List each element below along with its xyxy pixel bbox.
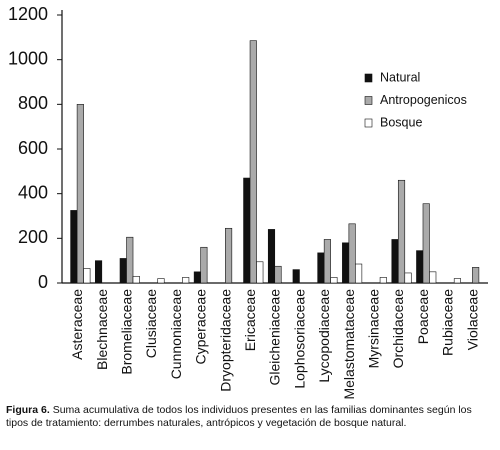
bar <box>429 271 437 284</box>
bar <box>472 267 480 284</box>
bar <box>422 203 430 284</box>
bar <box>200 246 208 284</box>
bar <box>267 229 276 284</box>
x-tick-label: Blechnaceae <box>94 289 110 370</box>
bar <box>317 252 325 284</box>
bar <box>379 277 387 284</box>
x-tick-label: Cunnoniaceae <box>168 289 184 380</box>
bar <box>391 239 399 284</box>
bar <box>193 271 201 284</box>
y-tick-label: 200 <box>18 227 48 247</box>
bar <box>355 263 363 284</box>
bar <box>95 260 103 284</box>
legend-swatch <box>364 96 373 105</box>
bar <box>132 275 140 284</box>
x-tick-label: Asteraceae <box>69 289 85 360</box>
bar <box>70 210 78 284</box>
x-tick-label: Bromeliaceae <box>118 289 134 375</box>
bar <box>157 278 165 284</box>
bar <box>225 227 233 284</box>
y-tick-label: 1200 <box>8 4 48 24</box>
legend-label: Antropogenicos <box>380 93 467 107</box>
legend-swatch <box>364 118 373 128</box>
x-tick-label: Poaceae <box>415 289 431 344</box>
legend-swatch <box>364 73 373 83</box>
y-tick-label: 600 <box>18 138 48 158</box>
bar <box>119 258 127 284</box>
x-tick-label: Lophosoriaceae <box>291 289 307 389</box>
bar <box>126 236 134 284</box>
caption-text: Suma acumulativa de todos los individuos… <box>6 404 472 429</box>
y-tick-label: 400 <box>18 182 48 202</box>
bar <box>182 277 190 284</box>
x-tick-label: Clusiaceae <box>143 289 159 358</box>
caption: Figura 6. Suma acumulativa de todos los … <box>6 404 494 430</box>
bar <box>249 40 257 284</box>
x-tick-label: Ericaceae <box>242 289 258 351</box>
x-tick-label: Gleicheniaceae <box>267 289 283 386</box>
legend-label: Natural <box>380 70 420 84</box>
bar <box>342 242 350 284</box>
x-tick-label: Myrsinaceae <box>366 289 382 369</box>
bar <box>330 277 338 284</box>
x-tick-label: Dryopteridaceae <box>217 289 233 392</box>
bar <box>397 179 406 284</box>
caption-label: Figura 6. <box>6 404 50 416</box>
x-tick-label: Violaceae <box>464 289 480 350</box>
bar <box>404 272 412 284</box>
x-tick-label: Lycopodiaceae <box>316 289 332 383</box>
y-tick-label: 0 <box>38 272 48 292</box>
bar <box>76 104 84 284</box>
y-tick-label: 800 <box>18 93 48 113</box>
bar <box>323 239 331 284</box>
x-tick-label: Orchidaceae <box>390 289 406 369</box>
y-tick-label: 1000 <box>8 48 48 68</box>
bar <box>348 223 356 284</box>
x-tick-label: Melastomataceae <box>341 289 357 400</box>
bar <box>83 268 91 284</box>
bar <box>292 269 300 284</box>
x-tick-label: Rubiaceae <box>440 289 456 356</box>
bar <box>256 261 264 284</box>
bar <box>453 278 461 284</box>
bar <box>274 265 282 284</box>
legend-label: Bosque <box>380 115 422 129</box>
x-tick-label: Cyperaceae <box>193 289 209 365</box>
bar <box>243 177 251 284</box>
chart: 0 200 400 600 800 1000 1200 Asteraceae Blechnace… <box>8 4 488 400</box>
bar <box>416 250 424 284</box>
